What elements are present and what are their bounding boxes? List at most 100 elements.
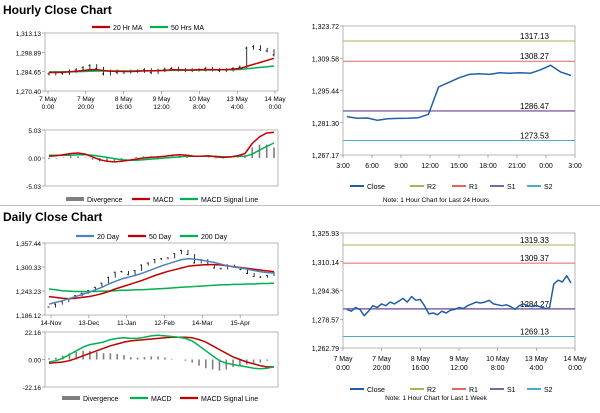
x-tick-label: 0:00 (336, 365, 350, 372)
y-tick-label: -22.16 (23, 385, 42, 392)
legend-divergence-label: Divergence (87, 197, 123, 204)
hourly-section-title: Hourly Close Chart (3, 3, 112, 17)
y-tick-label: 1,267.17 (312, 153, 339, 160)
x-tick-label: 4:00 (530, 365, 544, 372)
legend-daily-macd-signal-label: MACD Signal Line (201, 396, 258, 403)
y-tick-label: -5.03 (26, 184, 41, 191)
x-tick-label: 4:00 (231, 104, 244, 111)
legend-divergence-swatch (66, 197, 84, 201)
y-tick-label: 1,323.72 (312, 24, 339, 31)
daily-close-level-label: 1319.33 (520, 236, 549, 245)
daily-macd-line (48, 334, 275, 370)
y-tick-label: 1,243.23 (16, 289, 42, 296)
y-tick-label: 1,309.58 (312, 56, 339, 63)
x-tick-label: 11-Jan (117, 320, 137, 327)
legend-50-day-label: 50 Day (149, 234, 172, 241)
x-tick-label: 15-Apr (230, 320, 250, 327)
x-tick-label: 8:00 (193, 104, 206, 111)
y-tick-label: 22.16 (25, 330, 42, 337)
y-tick-label: 1,298.89 (16, 50, 42, 57)
hourly-macd-line (48, 131, 275, 163)
daily-20-day-line (48, 257, 275, 305)
x-tick-label: 8 May (115, 96, 133, 103)
x-tick-label: 14 May (264, 96, 286, 103)
hourly-20hr-ma-line (49, 57, 275, 74)
hourly-close-note: Note: 1 Hour Chart for Last 24 Hours (383, 197, 490, 204)
hourly-close-level-label: 1317.13 (520, 32, 549, 41)
legend-50hrs-ma-label: 50 Hrs MA (171, 25, 204, 32)
daily-close-level-label: 1309.37 (520, 254, 549, 263)
legend-daily-divergence-label: Divergence (83, 396, 119, 403)
y-tick-label: 1,278.57 (312, 317, 339, 324)
daily-signal-line (48, 336, 274, 368)
x-tick-label: 12:00 (153, 104, 170, 111)
y-tick-label: 1,300.33 (16, 265, 42, 272)
x-tick-label: 13-Dec (78, 320, 100, 327)
y-tick-label: 0.00 (28, 156, 41, 163)
x-tick-label: 0:00 (568, 365, 582, 372)
daily-close-level-label: 1269.13 (520, 327, 549, 336)
x-tick-label: 14-Nov (41, 320, 63, 327)
x-tick-label: 12-Feb (154, 320, 175, 327)
y-tick-label: 1,262.79 (312, 346, 339, 353)
legend-20hr-ma-label: 20 Hr MA (113, 25, 143, 32)
hourly-close-legend-label: R2 (427, 184, 436, 191)
x-tick-label: 21:00 (508, 163, 526, 170)
x-tick-label: 9 May (449, 356, 469, 363)
x-tick-label: 3:00 (336, 163, 350, 170)
x-tick-label: 8 May (411, 356, 431, 363)
hourly-signal-line (49, 142, 275, 161)
legend-20-day-label: 20 Day (97, 234, 120, 241)
daily-close-legend-label: R1 (469, 387, 478, 394)
daily-close-legend-label: S2 (544, 387, 553, 394)
daily-200-day-line (48, 282, 275, 293)
x-tick-label: 15:00 (450, 163, 468, 170)
y-tick-label: 1,270.40 (16, 89, 42, 96)
y-tick-label: 5.03 (28, 128, 41, 135)
x-tick-label: 7 May (333, 356, 353, 363)
x-tick-label: 0:00 (42, 104, 55, 111)
daily-close-close-line (346, 274, 572, 317)
daily-close-level-label: 1284.27 (520, 300, 549, 309)
x-tick-label: 20:00 (78, 104, 95, 111)
y-tick-label: 1,357.44 (16, 241, 42, 248)
x-tick-label: 13 May (525, 356, 548, 363)
hourly-price-frame (44, 32, 279, 92)
hourly-close-legend-label: S1 (507, 184, 516, 191)
x-tick-label: 16:00 (116, 104, 133, 111)
x-tick-label: 20:00 (373, 365, 391, 372)
x-tick-label: 14 May (564, 356, 587, 363)
x-tick-label: 13 May (227, 96, 249, 103)
x-tick-label: 10 May (486, 356, 509, 363)
x-tick-label: 16:00 (412, 365, 430, 372)
y-tick-label: 1,186.12 (16, 313, 42, 320)
legend-daily-divergence-swatch (62, 396, 80, 400)
hourly-close-level-label: 1308.27 (520, 52, 549, 61)
x-tick-label: 0:00 (269, 104, 282, 111)
x-tick-label: 7 May (77, 96, 95, 103)
daily-close-note: Note: 1 Hour Chart for Last 1 Week (385, 395, 488, 402)
x-tick-label: 9 May (153, 96, 171, 103)
x-tick-label: 7 May (372, 356, 392, 363)
section-divider (0, 205, 600, 206)
daily-price-frame (44, 242, 279, 316)
daily-close-legend-label: R2 (427, 387, 436, 394)
x-tick-label: 10 May (189, 96, 211, 103)
legend-200-day-label: 200 Day (201, 234, 228, 241)
hourly-close-close-line (346, 64, 572, 122)
hourly-close-legend-label: Close (367, 184, 385, 191)
legend-macd-label: MACD (153, 197, 174, 204)
x-tick-label: 18:00 (479, 163, 497, 170)
x-tick-label: 12:00 (450, 365, 468, 372)
daily-close-legend-label: Close (367, 387, 385, 394)
x-tick-label: 9:00 (394, 163, 408, 170)
x-tick-label: 7 May (39, 96, 57, 103)
hourly-close-level-label: 1286.47 (520, 102, 549, 111)
hourly-close-legend-label: S2 (544, 184, 553, 191)
y-tick-label: 1,295.44 (312, 89, 339, 96)
daily-section-title: Daily Close Chart (3, 210, 103, 224)
x-tick-label: 6:00 (365, 163, 379, 170)
y-tick-label: 1,313.13 (16, 31, 42, 38)
x-tick-label: 0:00 (539, 163, 553, 170)
